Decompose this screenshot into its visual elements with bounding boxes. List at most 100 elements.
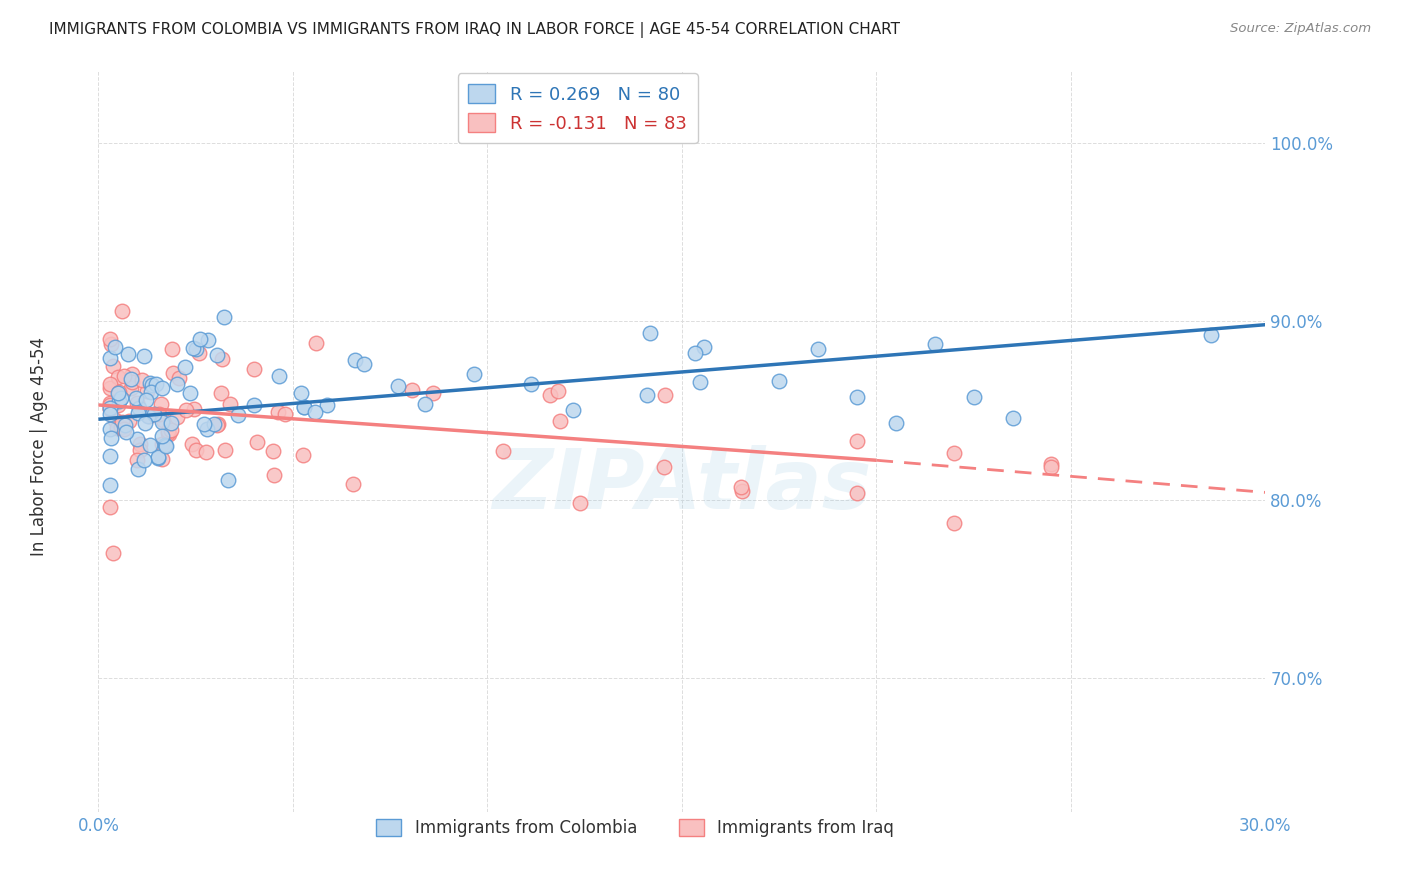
Point <box>153 438 176 452</box>
Point <box>962 390 984 404</box>
Point <box>150 415 173 429</box>
Point <box>128 442 150 457</box>
Point <box>195 422 218 436</box>
Point <box>884 416 907 430</box>
Point <box>120 381 142 395</box>
Point <box>146 450 169 465</box>
Point <box>207 417 229 432</box>
Point <box>173 360 195 375</box>
Point <box>136 409 159 423</box>
Text: ZIPAtlas: ZIPAtlas <box>492 445 872 526</box>
Point <box>693 340 716 354</box>
Point <box>121 367 143 381</box>
Point <box>548 414 571 428</box>
Point <box>111 303 134 318</box>
Point <box>846 434 869 449</box>
Point <box>160 416 183 430</box>
Point <box>1001 411 1024 425</box>
Point <box>174 402 197 417</box>
Point <box>243 361 266 376</box>
Point <box>207 417 229 431</box>
Point <box>561 403 583 417</box>
Point <box>547 384 569 398</box>
Point <box>463 367 485 381</box>
Point <box>211 352 233 367</box>
Point <box>115 425 138 439</box>
Point <box>730 480 752 494</box>
Point <box>142 407 165 421</box>
Point <box>98 401 121 415</box>
Point <box>292 448 315 462</box>
Point <box>181 341 204 355</box>
Point <box>145 377 167 392</box>
Point <box>654 387 676 401</box>
Point <box>943 516 966 531</box>
Point <box>129 437 152 451</box>
Point <box>209 386 232 401</box>
Point <box>193 417 215 431</box>
Point <box>117 347 139 361</box>
Point <box>924 337 946 351</box>
Point <box>683 346 706 360</box>
Point <box>217 473 239 487</box>
Point <box>262 443 284 458</box>
Point <box>98 351 121 366</box>
Point <box>139 438 162 452</box>
Point <box>202 417 225 432</box>
Point <box>179 385 201 400</box>
Point <box>654 459 676 474</box>
Point <box>1040 457 1063 471</box>
Text: In Labor Force | Age 45-54: In Labor Force | Age 45-54 <box>31 336 48 556</box>
Point <box>492 443 515 458</box>
Point <box>150 451 173 466</box>
Point <box>274 407 297 421</box>
Point <box>292 401 315 415</box>
Point <box>292 400 315 414</box>
Point <box>101 546 124 560</box>
Point <box>128 401 150 415</box>
Point <box>413 397 436 411</box>
Point <box>190 332 212 346</box>
Point <box>263 467 285 482</box>
Point <box>100 336 122 351</box>
Point <box>387 379 409 393</box>
Point <box>160 342 183 356</box>
Point <box>135 392 157 407</box>
Point <box>316 398 339 412</box>
Point <box>107 385 129 400</box>
Point <box>197 333 219 347</box>
Point <box>107 398 129 412</box>
Point <box>110 391 132 405</box>
Point <box>107 370 129 384</box>
Point <box>266 405 288 419</box>
Point <box>342 476 364 491</box>
Point <box>105 421 128 435</box>
Point <box>148 407 170 421</box>
Point <box>98 381 121 395</box>
Point <box>538 388 561 402</box>
Point <box>160 423 183 437</box>
Point <box>568 495 591 509</box>
Point <box>401 383 423 397</box>
Point <box>846 486 869 500</box>
Point <box>1199 328 1222 343</box>
Point <box>183 401 205 416</box>
Point <box>112 422 135 436</box>
Point <box>155 439 177 453</box>
Point <box>162 366 184 380</box>
Point <box>111 415 134 429</box>
Point <box>343 352 366 367</box>
Text: IMMIGRANTS FROM COLOMBIA VS IMMIGRANTS FROM IRAQ IN LABOR FORCE | AGE 45-54 CORR: IMMIGRANTS FROM COLOMBIA VS IMMIGRANTS F… <box>49 22 900 38</box>
Point <box>267 369 290 384</box>
Point <box>166 410 188 425</box>
Point <box>98 422 121 436</box>
Point <box>125 453 148 467</box>
Point <box>846 390 869 404</box>
Point <box>353 357 375 371</box>
Point <box>205 348 228 362</box>
Point <box>98 449 121 463</box>
Point <box>108 394 131 409</box>
Point <box>218 397 240 411</box>
Point <box>118 414 141 428</box>
Point <box>127 462 149 476</box>
